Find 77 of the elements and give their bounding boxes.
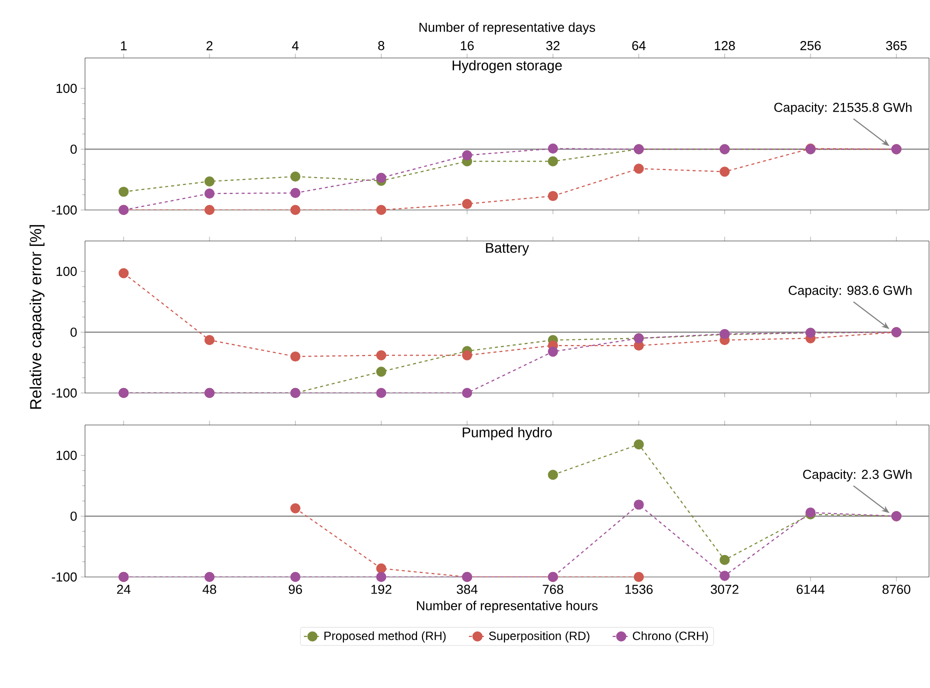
annotation: Capacity: 983.6 GWh — [788, 285, 912, 298]
point — [204, 176, 215, 186]
legend-label: Chrono (CRH) — [632, 631, 708, 642]
y-tick-label: 0 — [70, 512, 77, 521]
point — [204, 188, 215, 199]
x-axis-title: Number of representative hours — [417, 600, 598, 613]
point — [376, 388, 386, 398]
point — [462, 388, 472, 398]
point — [462, 150, 472, 160]
y-tick-label: -100 — [52, 572, 77, 582]
chart-title: Battery — [486, 243, 530, 256]
annotation: Capacity: 21535.8 GWh — [774, 102, 912, 115]
x-tick-label: 8 — [378, 41, 384, 50]
point — [376, 204, 386, 216]
point — [290, 188, 300, 198]
x-tick-label: 1536 — [625, 584, 653, 594]
x-tick-label: 1 — [121, 41, 127, 50]
x-tick-label: 48 — [202, 584, 216, 594]
point — [290, 503, 300, 514]
annotation: Capacity: 2.3 GWh — [803, 469, 912, 482]
point — [376, 350, 386, 360]
y-tick-label: -100 — [52, 388, 77, 398]
x-tick-label: 32 — [546, 41, 560, 50]
x-tick-label: 64 — [632, 41, 646, 50]
point — [462, 198, 472, 209]
x-tick-label: 256 — [800, 41, 821, 50]
point — [720, 554, 730, 566]
point — [290, 171, 300, 182]
point — [290, 572, 300, 582]
y-tick-label: 100 — [56, 84, 77, 93]
point — [376, 172, 386, 183]
point — [634, 500, 644, 510]
y-tick-label: 100 — [56, 450, 77, 460]
point — [118, 186, 129, 197]
point — [548, 346, 558, 357]
point — [634, 439, 644, 450]
y-tick-label: 100 — [56, 266, 77, 276]
y-tick-label: 0 — [70, 144, 77, 154]
point — [548, 190, 558, 202]
point — [376, 366, 386, 377]
x-tick-label: 4 — [292, 41, 299, 50]
y-axis-title: Relative capacity error [%] — [30, 225, 44, 409]
point — [720, 166, 730, 177]
point — [720, 570, 730, 581]
x-tick-label: 3072 — [710, 584, 738, 594]
point — [204, 335, 215, 346]
point — [634, 572, 644, 582]
point — [376, 572, 386, 582]
x-tick-label: 192 — [371, 584, 392, 594]
x-tick-label: 8760 — [882, 584, 910, 594]
point — [376, 563, 386, 574]
legend-label: Proposed method (RH) — [324, 631, 446, 642]
point — [634, 164, 644, 174]
y-tick-label: 0 — [70, 328, 77, 337]
x-tick-label: 365 — [886, 41, 907, 50]
point — [548, 470, 558, 480]
x-tick-label: 96 — [288, 584, 302, 594]
point — [118, 268, 129, 278]
point — [290, 204, 300, 216]
point — [548, 144, 558, 154]
point — [204, 204, 215, 216]
point — [548, 156, 558, 166]
y-tick-label: -100 — [52, 205, 77, 215]
point — [462, 350, 472, 360]
x-tick-label: 2 — [206, 41, 212, 50]
chart-title: Pumped hydro — [462, 427, 552, 440]
legend-label: Superposition (RD) — [489, 631, 590, 642]
chart-title: Hydrogen storage — [452, 60, 562, 74]
point — [290, 351, 300, 362]
x-tick-label: 128 — [714, 41, 735, 50]
x-axis-title: Number of representative days — [420, 22, 596, 34]
x-tick-label: 384 — [456, 584, 478, 594]
x-tick-label: 16 — [460, 41, 474, 50]
x-tick-label: 768 — [542, 584, 564, 594]
x-tick-label: 6144 — [796, 584, 825, 594]
x-tick-label: 24 — [117, 584, 130, 594]
point — [204, 572, 215, 582]
